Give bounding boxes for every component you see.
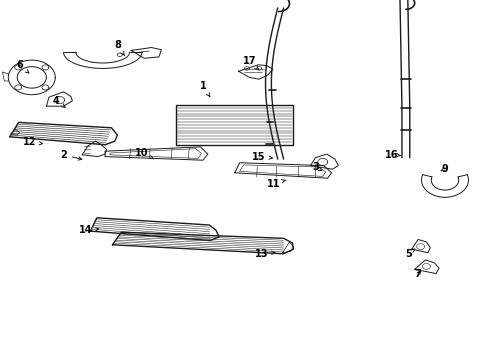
Text: 12: 12 <box>22 137 42 147</box>
Text: 15: 15 <box>252 152 272 162</box>
Text: 1: 1 <box>199 81 209 96</box>
Text: 5: 5 <box>404 249 414 259</box>
Text: 17: 17 <box>242 56 258 69</box>
Text: 4: 4 <box>53 96 65 107</box>
Text: 2: 2 <box>60 150 81 160</box>
Text: 14: 14 <box>79 225 99 235</box>
Text: 6: 6 <box>16 60 29 73</box>
Text: 9: 9 <box>440 164 447 174</box>
Text: 8: 8 <box>114 40 124 55</box>
Text: 13: 13 <box>254 249 274 259</box>
Text: 11: 11 <box>266 179 285 189</box>
Text: 7: 7 <box>414 269 421 279</box>
Text: 10: 10 <box>135 148 154 159</box>
Text: 16: 16 <box>384 150 400 160</box>
Text: 3: 3 <box>311 162 321 172</box>
